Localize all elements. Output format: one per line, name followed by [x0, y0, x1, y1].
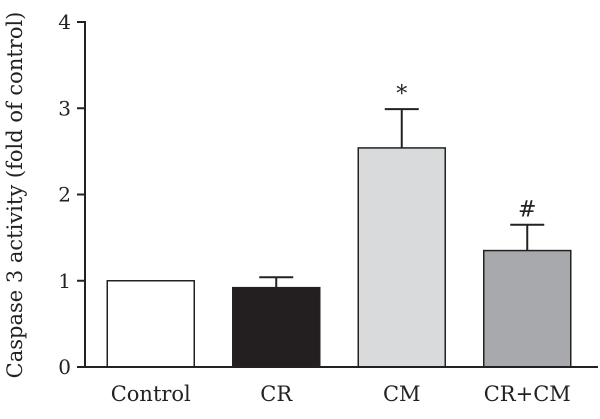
y-tick-label: 3: [58, 96, 71, 120]
y-axis-ticks: 0 1 2 3 4: [58, 10, 85, 379]
y-tick-label: 1: [58, 269, 71, 293]
significance-marker: *: [396, 82, 407, 107]
y-axis-title: Caspase 3 activity (fold of control): [3, 12, 27, 379]
y-tick-label: 2: [58, 183, 71, 207]
bar-cr-cm: [483, 249, 572, 368]
x-tick-label: CR+CM: [484, 382, 571, 406]
bar-control: [106, 280, 195, 368]
y-tick-label: 0: [58, 355, 71, 379]
bars: *#: [106, 82, 572, 368]
bar-cr: [232, 286, 321, 368]
significance-marker: #: [518, 198, 536, 223]
x-axis-ticks: Control CR CM CR+CM: [111, 382, 571, 406]
x-tick-label: CR: [260, 382, 293, 406]
bar-cm: [357, 147, 446, 368]
y-tick-label: 4: [58, 10, 71, 34]
x-tick-label: Control: [111, 382, 191, 406]
x-tick-label: CM: [383, 382, 421, 406]
